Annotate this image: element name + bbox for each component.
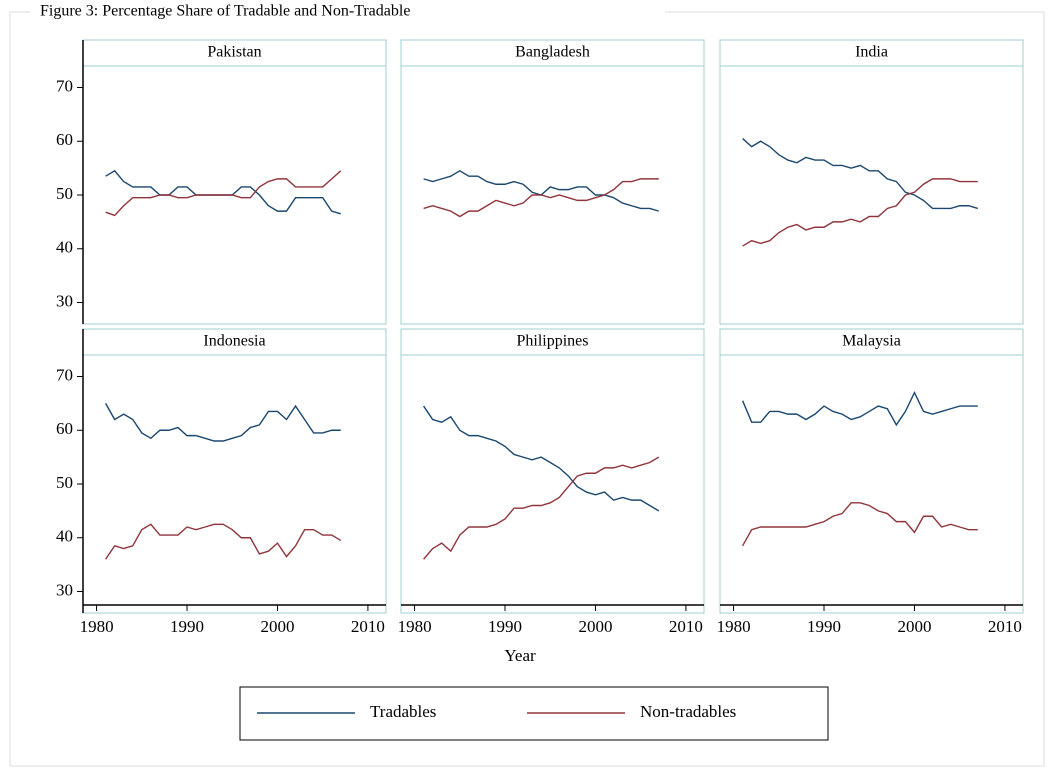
series-line <box>741 391 978 427</box>
series-line <box>423 178 659 218</box>
plot-area <box>719 354 1024 614</box>
x-axis-title: Year <box>504 646 536 665</box>
title-backdrop <box>30 0 665 24</box>
panel-title: Philippines <box>516 333 588 350</box>
panel-title: India <box>855 44 888 61</box>
plot-area <box>400 65 705 325</box>
series-line <box>742 138 978 210</box>
series-line <box>741 502 978 547</box>
legend-label: Non-tradables <box>640 702 736 721</box>
y-tick-label: 60 <box>56 130 73 149</box>
panel-title: Bangladesh <box>515 44 590 61</box>
x-tick-label: 1990 <box>170 617 204 636</box>
series-line <box>742 178 978 247</box>
panel-header <box>719 39 1024 67</box>
series-line <box>105 523 342 560</box>
series-line <box>423 456 660 560</box>
figure-title: Figure 3: Percentage Share of Tradable a… <box>40 3 410 20</box>
panel-title: Malaysia <box>842 333 901 350</box>
y-tick-label: 70 <box>56 76 73 95</box>
x-tick-label: 2000 <box>897 617 931 636</box>
y-tick-label: 50 <box>56 184 73 203</box>
y-tick-label: 50 <box>56 473 73 492</box>
panel-header <box>400 39 705 67</box>
y-tick-label: 30 <box>56 580 73 599</box>
panel-header <box>719 328 1024 356</box>
x-tick-label: 1980 <box>717 617 751 636</box>
y-tick-label: 40 <box>56 527 73 546</box>
x-tick-label: 2000 <box>578 617 612 636</box>
plot-area <box>400 354 705 614</box>
x-tick-label: 2000 <box>260 617 294 636</box>
panel-title: Pakistan <box>207 44 261 61</box>
x-tick-label: 2010 <box>988 617 1022 636</box>
series-line <box>105 170 342 217</box>
y-tick-label: 40 <box>56 238 73 257</box>
series-line <box>104 403 341 442</box>
x-tick-label: 2010 <box>351 617 385 636</box>
panel-header <box>82 39 387 67</box>
y-tick-label: 70 <box>56 365 73 384</box>
x-tick-label: 1980 <box>80 617 114 636</box>
x-tick-label: 1980 <box>398 617 432 636</box>
panel-header <box>400 328 705 356</box>
x-tick-label: 2010 <box>669 617 703 636</box>
x-tick-label: 1990 <box>807 617 841 636</box>
plot-area <box>82 354 387 614</box>
y-tick-label: 30 <box>56 291 73 310</box>
y-tick-label: 60 <box>56 419 73 438</box>
panel-title: Indonesia <box>203 333 265 350</box>
legend-label: Tradables <box>370 702 436 721</box>
plot-area <box>719 65 1024 325</box>
x-tick-label: 1990 <box>488 617 522 636</box>
series-line <box>423 405 660 512</box>
